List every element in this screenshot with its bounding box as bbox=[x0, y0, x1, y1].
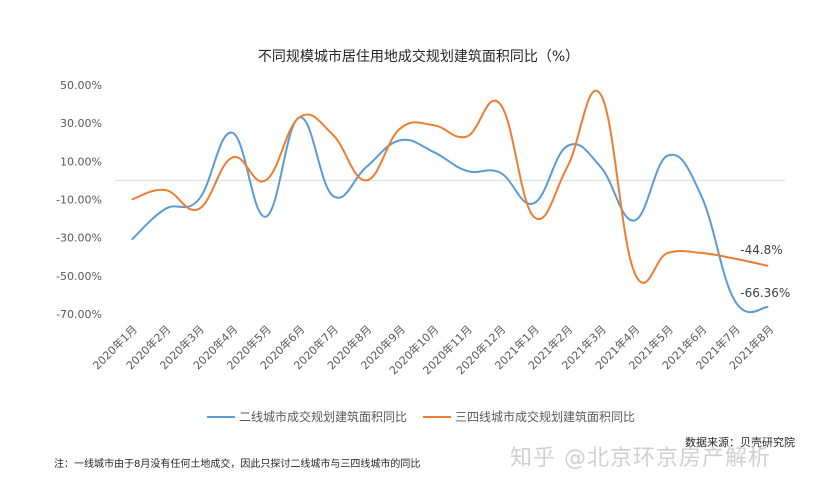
y-tick-label: -30.00% bbox=[56, 232, 102, 245]
y-tick-label: 30.00% bbox=[60, 117, 102, 130]
end-data-label-series-2: -44.8% bbox=[740, 243, 782, 257]
watermark: 知乎 @北京环京房产解析 bbox=[510, 446, 771, 471]
y-tick-label: -70.00% bbox=[56, 308, 102, 321]
y-tick-label: -10.00% bbox=[56, 194, 102, 207]
y-tick-label: 10.00% bbox=[60, 155, 102, 168]
legend-item-series-2: 三四线城市成交规划建筑面积同比 bbox=[423, 408, 635, 425]
series-line-1 bbox=[131, 116, 769, 314]
data-source: 数据来源：贝壳研究院 bbox=[685, 436, 795, 449]
legend-label-series-2: 三四线城市成交规划建筑面积同比 bbox=[455, 410, 636, 424]
chart-title: 不同规模城市居住用地成交规划建筑面积同比（%） bbox=[257, 49, 580, 65]
series-line-2 bbox=[131, 89, 769, 284]
footnote: 注：一线城市由于8月没有任何土地成交，因此只探讨二线城市与三四线城市的同比 bbox=[54, 459, 421, 470]
end-data-label-series-1: -66.36% bbox=[740, 286, 790, 300]
legend-item-series-1: 二线城市成交规划建筑面积同比 bbox=[207, 408, 407, 425]
legend-swatch-series-1 bbox=[207, 415, 235, 418]
legend-label-series-1: 二线城市成交规划建筑面积同比 bbox=[239, 410, 408, 424]
y-tick-label: -50.00% bbox=[56, 270, 102, 283]
y-tick-label: 50.00% bbox=[60, 79, 102, 92]
legend-swatch-series-2 bbox=[423, 415, 451, 418]
